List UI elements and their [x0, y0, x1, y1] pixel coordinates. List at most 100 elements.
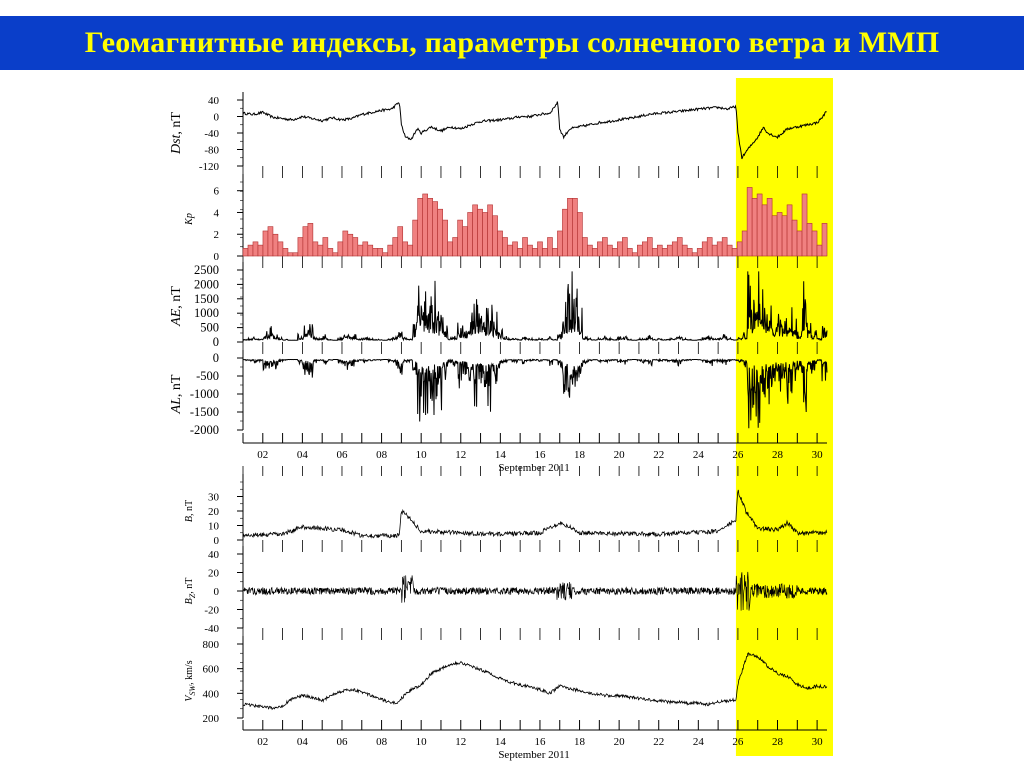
kp-bar [522, 237, 528, 257]
al-y-label: AL, nT [169, 374, 184, 414]
kp-bar [457, 219, 463, 257]
kp-bar [612, 248, 618, 257]
kp-bar [377, 248, 384, 257]
vsw-y-label-symbol: V [184, 694, 195, 702]
top-x-tick-label: 12 [455, 449, 466, 461]
vsw-y-tick-label: 200 [203, 713, 220, 725]
kp-bar [272, 233, 279, 257]
kp-bar [771, 215, 778, 257]
al-y-tick-label: 0 [213, 351, 219, 365]
kp-y-tick-label: 6 [214, 186, 220, 198]
dst-y-tick-label: -80 [204, 145, 219, 157]
kp-bar [731, 248, 738, 257]
kp-bar [801, 193, 808, 257]
vsw-y-tick-label: 400 [203, 688, 220, 700]
kp-bar [681, 244, 688, 257]
kp-bar [602, 237, 608, 257]
kp-bar [686, 248, 693, 257]
bottom-x-label: September 2011 [498, 749, 569, 761]
bottom-x-tick-label: 06 [336, 736, 348, 748]
kp-bar [582, 237, 588, 257]
bz-y-tick-label: -20 [204, 605, 219, 617]
top-x-tick-label: 16 [534, 449, 546, 461]
kp-bar [407, 244, 414, 257]
kp-bar [651, 248, 658, 257]
b-y-label: B, nT [184, 500, 195, 522]
kp-bar [816, 244, 823, 257]
top-x-label: September 2011 [498, 462, 569, 474]
kp-bar [262, 230, 269, 257]
kp-bar [412, 219, 419, 257]
ae-series-line [242, 271, 828, 342]
kp-bar [402, 241, 409, 257]
kp-bar [811, 230, 818, 257]
bottom-x-tick-label: 14 [495, 736, 507, 748]
al-y-tick-label: -1000 [190, 387, 219, 401]
kp-y-label-symbol: Kp [184, 213, 195, 226]
bottom-x-tick-label: 28 [772, 736, 784, 748]
kp-bar [642, 241, 648, 257]
kp-bar [452, 237, 458, 257]
al-y-tick-label: -1500 [190, 405, 219, 419]
kp-bar [532, 248, 538, 257]
top-x-tick-label: 22 [653, 449, 664, 461]
kp-bar [776, 212, 783, 257]
bz-y-label: BZ, nT [184, 578, 197, 605]
kp-bar [786, 204, 793, 257]
kp-bar [821, 223, 828, 257]
ae-y-tick-label: 0 [213, 335, 219, 349]
kp-bar [781, 215, 788, 257]
kp-bar [337, 241, 344, 257]
kp-bar [796, 230, 803, 257]
kp-bar [542, 248, 548, 257]
bz-y-tick-label: 40 [208, 549, 220, 561]
kp-bar [512, 241, 518, 257]
kp-bar [477, 208, 483, 257]
kp-bar [497, 230, 503, 257]
top-x-tick-label: 28 [772, 449, 784, 461]
kp-bar [257, 244, 264, 257]
vsw-y-label: VSW, km/s [184, 660, 197, 701]
dst-y-tick-label: 40 [208, 95, 220, 107]
top-x-tick-label: 04 [297, 449, 309, 461]
bottom-x-tick-label: 22 [653, 736, 664, 748]
kp-bar [317, 244, 324, 257]
kp-bar [751, 198, 758, 257]
bottom-x-tick-label: 26 [732, 736, 744, 748]
kp-bar [302, 226, 309, 257]
kp-bar [741, 230, 748, 257]
bottom-x-tick-label: 18 [574, 736, 586, 748]
kp-bar [557, 230, 563, 257]
kp-bar [637, 244, 643, 257]
ae-y-label-unit: , nT [169, 286, 184, 309]
kp-bar [422, 193, 428, 257]
kp-bar [437, 208, 443, 257]
kp-bar [247, 244, 254, 257]
kp-bar [387, 244, 394, 257]
b-y-tick-label: 10 [208, 521, 220, 533]
al-y-tick-label: -500 [196, 369, 219, 383]
kp-bar [352, 237, 359, 257]
page-title: Геомагнитные индексы, параметры солнечно… [84, 26, 940, 59]
top-x-tick-label: 02 [257, 449, 268, 461]
top-x-tick-label: 26 [732, 449, 744, 461]
kp-bar [537, 241, 543, 257]
bottom-x-tick-label: 04 [297, 736, 309, 748]
kp-bar [362, 241, 369, 257]
kp-bar [691, 252, 698, 257]
ae-y-tick-label: 1000 [194, 306, 219, 320]
bottom-x-tick-label: 02 [257, 736, 268, 748]
top-x-tick-label: 10 [416, 449, 428, 461]
kp-bar [592, 248, 598, 257]
kp-bar [442, 219, 448, 257]
kp-bar [661, 248, 668, 257]
b-y-tick-label: 0 [214, 535, 220, 547]
kp-bar [277, 241, 284, 257]
kp-bar [806, 223, 813, 257]
kp-bar [507, 244, 513, 257]
bz-y-label-symbol: B [184, 598, 195, 604]
vsw-series-line [242, 652, 828, 711]
kp-bar [312, 241, 319, 257]
bz-series-line [242, 571, 828, 611]
kp-bar [721, 237, 728, 257]
